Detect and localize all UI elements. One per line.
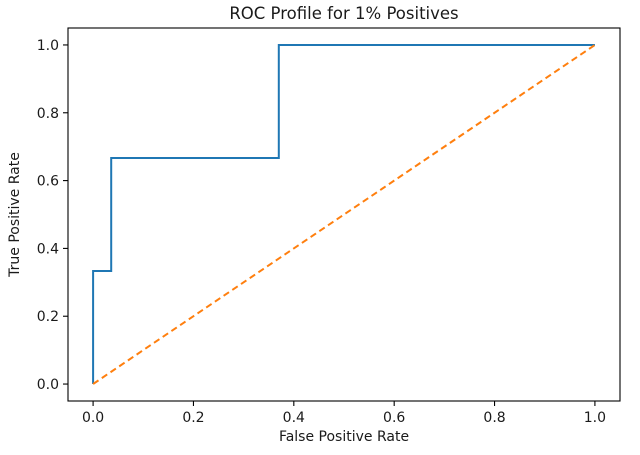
axes-layer: 0.0 0.2 0.4 0.6 0.8 1.0 0.0 0.2 0.4 0.6 0.8 1.0 [37, 27, 621, 426]
roc-curve-line [92, 44, 595, 384]
x-tick-label: 0.2 [182, 410, 204, 426]
x-tick-label: 0.4 [283, 410, 305, 426]
y-tick-label: 0.4 [37, 241, 59, 257]
y-tick-label: 1.0 [37, 38, 59, 54]
y-axis-label: True Positive Rate [7, 152, 23, 278]
x-tick-label: 0.8 [483, 410, 505, 426]
axes-spines [67, 27, 621, 402]
series-layer [92, 44, 596, 385]
y-tick-label: 0.2 [37, 309, 59, 325]
y-tick-label: 0.8 [37, 106, 59, 122]
chance-diagonal-line [92, 44, 596, 385]
x-tick-label: 0.0 [82, 410, 104, 426]
y-tick-label: 0.6 [37, 174, 59, 190]
x-tick-label: 0.6 [383, 410, 405, 426]
x-axis-label: False Positive Rate [279, 429, 409, 445]
y-tick-label: 0.0 [37, 377, 59, 393]
chart-title: ROC Profile for 1% Positives [229, 4, 458, 23]
x-tick-label: 1.0 [584, 410, 606, 426]
